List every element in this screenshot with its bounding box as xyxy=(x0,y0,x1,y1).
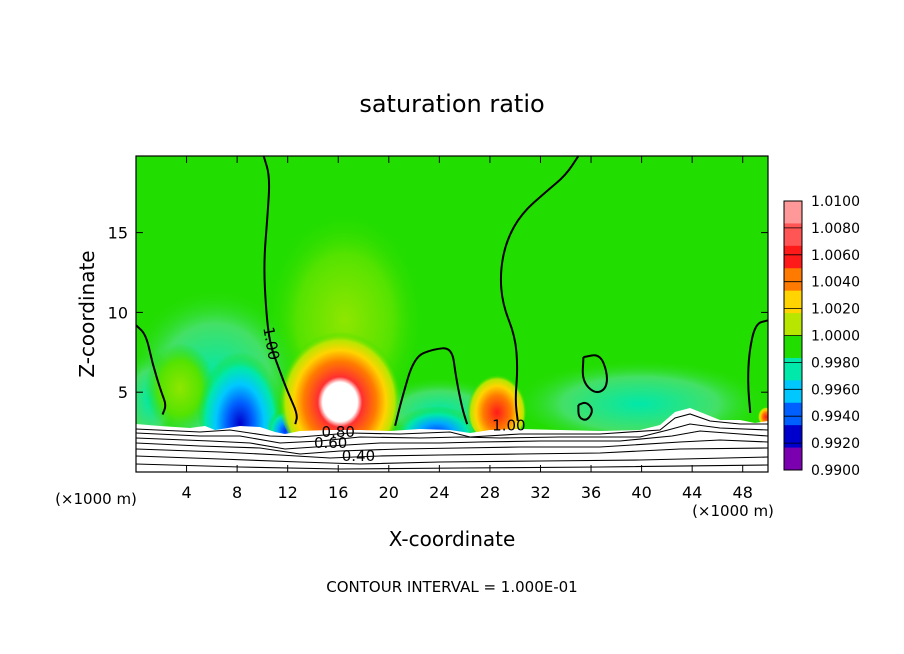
contour-label: 0.60 xyxy=(314,434,347,452)
colorbar-level-label: 0.9940 xyxy=(811,409,860,425)
contour-interval-note: CONTOUR INTERVAL = 1.000E-01 xyxy=(326,578,577,596)
x-tick-label: 28 xyxy=(480,483,500,502)
x-tick-label: 8 xyxy=(232,483,242,502)
x-tick-label: 24 xyxy=(429,483,449,502)
y-tick-label: 5 xyxy=(118,383,128,402)
contour-label: 0.40 xyxy=(342,447,375,465)
x-axis-label: X-coordinate xyxy=(389,527,516,551)
contour-1.00-right-edge xyxy=(747,319,768,414)
y-tick-label: 15 xyxy=(108,224,128,243)
field-moist-anomaly-edge xyxy=(758,405,768,425)
colorbar-level-label: 1.0000 xyxy=(811,329,860,345)
chart-title: saturation ratio xyxy=(359,90,544,118)
x-tick-label: 48 xyxy=(733,483,753,502)
colorbar-swatch xyxy=(784,357,802,381)
contour-labels: 1.00 1.00 0.800.600.40 xyxy=(259,325,525,464)
colorbar-level-label: 0.9900 xyxy=(811,463,860,479)
y-tick-label: 10 xyxy=(108,303,128,322)
x-tick-label: 40 xyxy=(631,483,651,502)
colorbar-swatch xyxy=(784,380,802,404)
colorbar-swatch xyxy=(784,290,802,314)
terrain-contours xyxy=(136,413,768,470)
contour-1.00-hill xyxy=(394,347,469,426)
x-tick-label: 36 xyxy=(581,483,601,502)
x-tick-label: 20 xyxy=(379,483,399,502)
colorbar-level-label: 0.9920 xyxy=(811,436,860,452)
colorbar-swatch xyxy=(784,402,802,426)
colorbar-swatch xyxy=(784,313,802,336)
contour-1.00-loop xyxy=(581,354,608,394)
contour-1.00-east xyxy=(499,156,580,422)
x-tick-label: 4 xyxy=(181,483,191,502)
colorbar-swatch xyxy=(784,201,802,224)
contour-label: 0.80 xyxy=(322,423,355,441)
field-moist-anomaly-28km xyxy=(467,367,527,443)
colorbar-swatch xyxy=(784,335,802,359)
x-axis: 4 8 12 16 20 24 28 32 36 40 44 48 xyxy=(181,156,753,502)
contour-1.00-west xyxy=(262,156,298,425)
plot-area: 1.00 1.00 0.800.600.40 xyxy=(136,156,768,472)
colorbar-level-label: 1.0060 xyxy=(811,248,860,264)
plot-frame xyxy=(135,155,769,473)
y-axis-label: Z-coordinate xyxy=(75,250,99,377)
x-tick-label: 12 xyxy=(278,483,298,502)
contour-1.00-left-edge xyxy=(136,324,167,415)
colorbar-level-label: 1.0020 xyxy=(811,302,860,318)
colorbar-level-label: 1.0040 xyxy=(811,275,860,291)
colorbar-level-label: 0.9980 xyxy=(811,355,860,371)
x-tick-label: 16 xyxy=(328,483,348,502)
x-tick-label: 44 xyxy=(682,483,702,502)
contour-label: 1.00 xyxy=(492,417,525,435)
contour-1.00-small xyxy=(577,401,593,421)
contour-label: 1.00 xyxy=(259,325,283,361)
contour-lines xyxy=(136,156,768,426)
colorbar-swatch xyxy=(784,245,802,269)
colorbar-level-label: 1.0100 xyxy=(811,194,860,210)
x-unit-label-right: (×1000 m) xyxy=(692,502,774,520)
colorbar-swatch xyxy=(784,268,802,292)
colorbar-swatch xyxy=(784,425,802,449)
colorbar: 1.0100 1.0080 1.0060 1.0040 1.0020 1.0000 0.99… xyxy=(783,194,860,479)
y-axis: 5 10 15 xyxy=(108,224,768,402)
colorbar-swatch xyxy=(784,223,802,247)
colorbar-level-label: 1.0080 xyxy=(811,221,860,237)
colorbar-swatch xyxy=(784,447,802,471)
x-tick-label: 32 xyxy=(530,483,550,502)
field-moist-anomaly-16km xyxy=(278,325,402,465)
x-unit-label-left: (×1000 m) xyxy=(55,490,137,508)
colorbar-level-label: 0.9960 xyxy=(811,382,860,398)
